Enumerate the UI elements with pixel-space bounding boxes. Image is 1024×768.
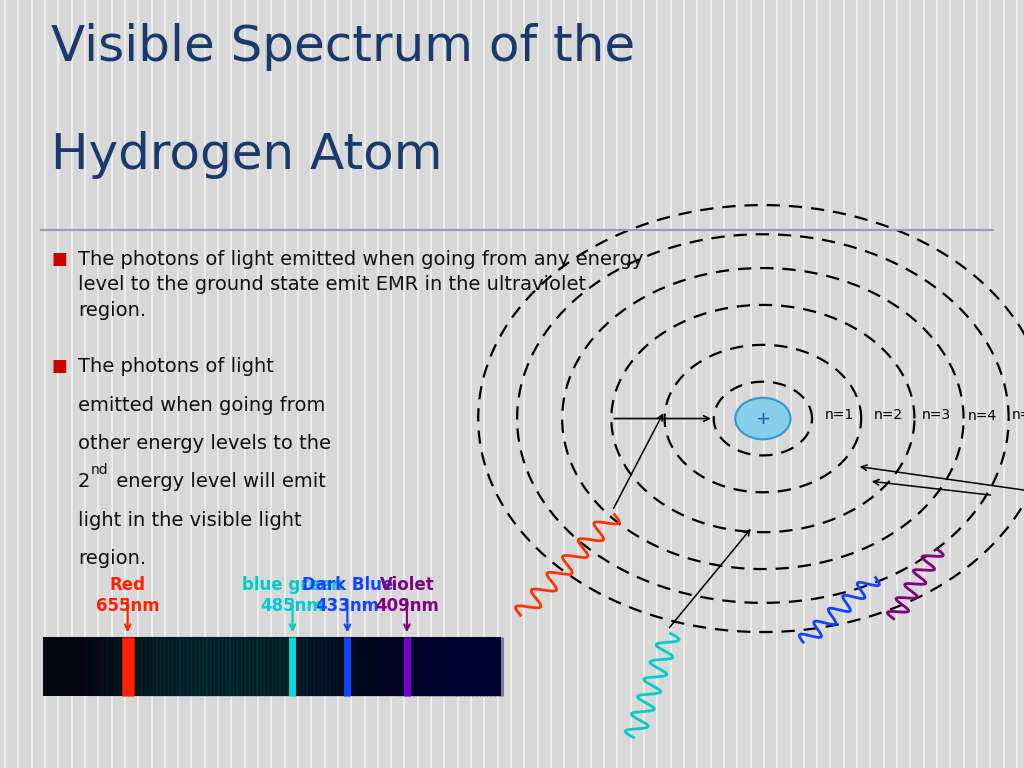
Text: ■: ■ [51,250,67,267]
Text: Violet: Violet [380,577,434,594]
Text: 409nm: 409nm [375,598,439,615]
Text: Hydrogen Atom: Hydrogen Atom [51,131,442,179]
Text: Visible Spectrum of the: Visible Spectrum of the [51,23,635,71]
Circle shape [735,398,791,439]
Text: n=3: n=3 [922,409,950,422]
Text: nd: nd [91,463,109,477]
Text: 655nm: 655nm [96,598,160,615]
Text: +: + [756,409,770,428]
Text: n=1: n=1 [824,409,854,422]
Text: 2: 2 [78,472,90,492]
Text: n=5: n=5 [1012,409,1024,422]
Text: The photons of light emitted when going from any energy
level to the ground stat: The photons of light emitted when going … [78,250,643,320]
Text: n=2: n=2 [873,409,902,422]
Text: 485nm: 485nm [260,598,325,615]
Text: region.: region. [78,549,146,568]
Text: other energy levels to the: other energy levels to the [78,434,331,453]
Text: emitted when going from: emitted when going from [78,396,326,415]
Text: The photons of light: The photons of light [78,357,273,376]
Text: energy level will emit: energy level will emit [110,472,326,492]
Text: n=4: n=4 [968,409,996,423]
Text: 433nm: 433nm [315,598,380,615]
Bar [43,637,501,696]
Text: ■: ■ [51,357,67,375]
Text: light in the visible light: light in the visible light [78,511,301,530]
Text: Dark Blue: Dark Blue [302,577,393,594]
Text: Red: Red [110,577,145,594]
Text: blue green: blue green [242,577,343,594]
